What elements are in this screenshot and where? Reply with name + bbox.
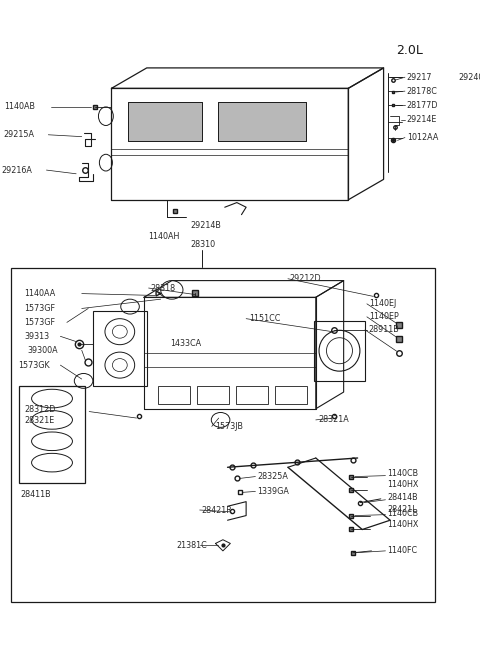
Text: 1573GK: 1573GK [19,361,50,369]
Text: 39313: 39313 [24,332,49,341]
Text: 1140FC: 1140FC [387,546,418,555]
Bar [11,268,435,602]
Text: 29217: 29217 [407,73,432,82]
Text: 28321A: 28321A [319,415,349,424]
Text: 28421L: 28421L [387,504,417,514]
Text: 29214E: 29214E [407,115,437,124]
Text: 1140EP: 1140EP [369,312,398,322]
Text: 28414B: 28414B [387,493,418,502]
Bar [218,102,307,141]
Text: 1140CB: 1140CB [387,469,419,478]
Text: 29214B: 29214B [191,221,221,231]
Text: 29215A: 29215A [4,130,35,140]
Bar [19,386,85,483]
Text: 1151CC: 1151CC [249,314,280,323]
Text: 28321E: 28321E [24,417,54,425]
Text: 2.0L: 2.0L [396,44,422,57]
Text: 28411B: 28411B [21,490,51,498]
Text: 1140HX: 1140HX [387,480,419,489]
Text: 1012AA: 1012AA [407,133,438,142]
Text: 1140HX: 1140HX [387,520,419,529]
Text: 29216A: 29216A [2,166,33,175]
Text: 1433CA: 1433CA [170,339,201,348]
Text: 28421R: 28421R [202,506,232,515]
Text: 28178C: 28178C [407,86,438,96]
Bar [197,386,229,404]
Text: 1573GF: 1573GF [24,318,55,327]
Bar [218,102,307,141]
Text: 1573JB: 1573JB [216,422,243,431]
Bar [93,311,147,386]
Text: 29240: 29240 [458,73,480,82]
Text: 28325A: 28325A [257,472,288,481]
Text: 1140AA: 1140AA [24,289,55,298]
Text: 29212D: 29212D [290,274,322,283]
Text: 28177D: 28177D [407,101,438,109]
Text: 28312D: 28312D [24,405,56,414]
Text: 28911B: 28911B [369,326,399,334]
Text: 1140CB: 1140CB [387,509,419,518]
Text: 21381C: 21381C [177,541,207,550]
Text: 1140AB: 1140AB [4,102,35,111]
Text: 1573GF: 1573GF [24,304,55,313]
Text: 1140EJ: 1140EJ [369,299,396,309]
Bar [128,102,203,141]
Text: 1339GA: 1339GA [257,487,289,496]
Bar [158,386,191,404]
Text: 39300A: 39300A [28,346,59,355]
Text: 28310: 28310 [190,240,215,249]
Bar [275,386,307,404]
Text: 1140AH: 1140AH [149,233,180,242]
Bar [314,320,365,381]
Bar [128,102,203,141]
Bar [236,386,268,404]
Text: 28318: 28318 [150,284,176,293]
